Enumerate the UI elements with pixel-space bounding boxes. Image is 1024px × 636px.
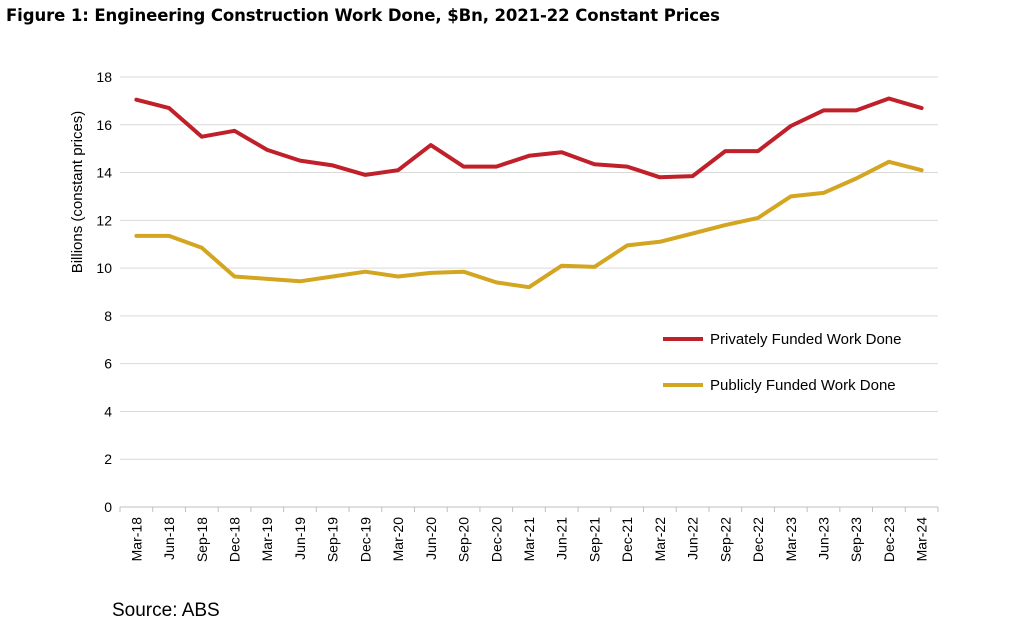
- y-axis-label: Billions (constant prices): [69, 111, 86, 274]
- y-tick-label: 0: [104, 499, 112, 515]
- x-tick-label: Sep-20: [456, 517, 472, 562]
- y-tick-label: 14: [96, 165, 112, 181]
- y-tick-label: 16: [96, 117, 112, 133]
- x-tick-label: Mar-21: [521, 517, 537, 562]
- x-tick-labels: Mar-18 Jun-18 Sep-18 Dec-18 Mar-19 Jun-19 Sep-…: [128, 517, 929, 562]
- x-tick-label: Dec-22: [750, 517, 766, 562]
- x-tick-label: Sep-23: [848, 517, 864, 562]
- series-line-1: [134, 96, 924, 180]
- legend-label: Privately Funded Work Done: [710, 331, 901, 348]
- axes: [119, 506, 939, 512]
- x-tick-label: Dec-21: [619, 517, 635, 562]
- x-tick-label: Sep-21: [586, 517, 602, 562]
- x-tick-label: Jun-21: [554, 517, 570, 560]
- legend: Privately Funded Work Done Publicly Funde…: [663, 331, 901, 394]
- x-tick-label: Sep-18: [194, 517, 210, 562]
- x-tick-label: Dec-18: [227, 517, 243, 562]
- x-tick-label: Mar-18: [128, 517, 144, 562]
- y-tick-label: 8: [104, 308, 112, 324]
- y-tick-label: 2: [104, 451, 112, 467]
- y-tick-labels: 0 2 4 6 8 10 12 14 16 18: [96, 69, 112, 515]
- y-tick-label: 6: [104, 356, 112, 372]
- x-tick-label: Mar-22: [652, 517, 668, 562]
- x-tick-label: Mar-23: [783, 517, 799, 562]
- line-chart: 0 2 4 6 8 10 12 14 16 18 Mar-18 Jun-18 Sep-18 Dec-18…: [69, 69, 939, 562]
- x-tick-label: Mar-19: [259, 517, 275, 562]
- gridlines: [120, 76, 938, 460]
- x-tick-label: Jun-23: [815, 517, 831, 560]
- y-tick-label: 18: [96, 69, 112, 85]
- x-tick-label: Dec-19: [357, 517, 373, 562]
- x-tick-label: Dec-20: [488, 517, 504, 562]
- y-tick-label: 12: [96, 212, 112, 228]
- x-tick-label: Jun-20: [423, 517, 439, 560]
- x-tick-label: Sep-22: [717, 517, 733, 562]
- x-tick-label: Jun-19: [292, 517, 308, 560]
- x-tick-label: Sep-19: [325, 517, 341, 562]
- legend-label: Publicly Funded Work Done: [710, 377, 896, 394]
- x-tick-label: Jun-18: [161, 517, 177, 560]
- figure-title: Figure 1: Engineering Construction Work …: [6, 6, 720, 25]
- y-tick-label: 10: [96, 260, 112, 276]
- x-tick-label: Mar-20: [390, 517, 406, 562]
- x-tick-label: Jun-22: [685, 517, 701, 560]
- source-note: Source: ABS: [112, 600, 220, 621]
- y-tick-label: 4: [104, 403, 112, 419]
- x-tick-label: Mar-24: [914, 517, 930, 562]
- x-tick-label: Dec-23: [881, 517, 897, 562]
- series-lines: [134, 96, 924, 290]
